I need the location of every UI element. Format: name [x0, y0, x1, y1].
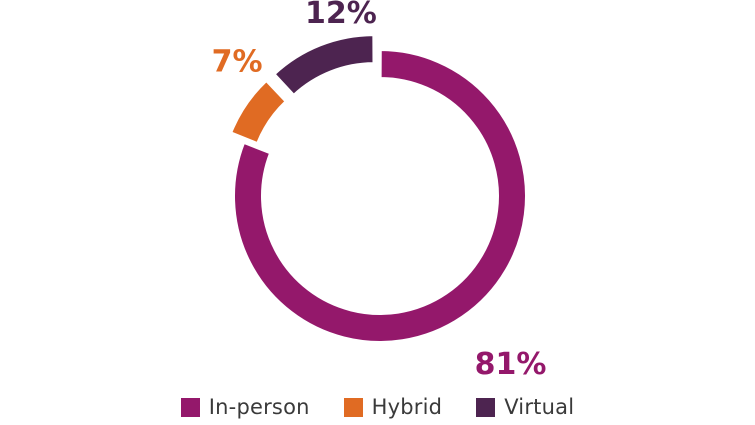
- slice-label-hybrid: 7%: [212, 44, 263, 79]
- legend-swatch-in-person: [180, 397, 200, 417]
- slice-label-in-person: 81%: [475, 347, 547, 382]
- slice-label-virtual: 12%: [305, 0, 377, 31]
- legend-label-in-person: In-person: [208, 395, 310, 419]
- donut-slices: [230, 34, 527, 343]
- legend-label-virtual: Virtual: [504, 395, 575, 419]
- legend-swatch-virtual: [476, 397, 496, 417]
- legend-label-hybrid: Hybrid: [371, 395, 443, 419]
- legend-item-virtual: Virtual: [476, 395, 574, 419]
- donut-slice-in-person: [233, 48, 527, 343]
- legend-swatch-hybrid: [343, 397, 363, 417]
- donut-slice-virtual: [273, 34, 375, 97]
- slice-labels: 81% 7% 12%: [212, 0, 547, 382]
- legend: In-person Hybrid Virtual: [0, 395, 755, 419]
- legend-item-hybrid: Hybrid: [343, 395, 443, 419]
- legend-item-in-person: In-person: [180, 395, 310, 419]
- donut-slice-hybrid: [230, 79, 287, 145]
